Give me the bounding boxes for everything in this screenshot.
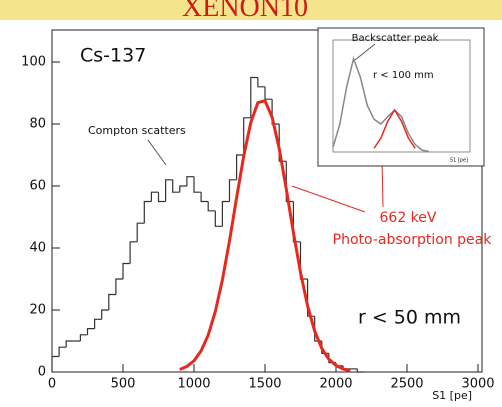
x-tick-label: 0 <box>48 377 56 392</box>
histogram-bin <box>278 124 287 162</box>
x-tick-label: 1500 <box>248 377 281 392</box>
x-axis-label: S1 [pe] <box>432 389 472 402</box>
histogram-bin <box>143 200 152 224</box>
histogram-bin <box>356 368 365 373</box>
arrow <box>354 43 376 61</box>
histogram-bin <box>108 293 116 310</box>
histogram-bin <box>115 278 123 295</box>
histogram-bin <box>200 192 209 203</box>
annotation: Compton scatters <box>88 124 186 137</box>
histogram-bin <box>65 340 74 348</box>
y-tick-label: 60 <box>29 179 46 194</box>
arrow <box>147 139 167 166</box>
histogram-bin <box>136 222 145 242</box>
histogram-bin <box>236 154 244 180</box>
y-tick-label: 0 <box>38 365 46 380</box>
histogram-bin <box>79 334 88 341</box>
histogram-bin <box>101 309 109 320</box>
histogram-bin <box>207 201 216 212</box>
inset-axes <box>332 39 471 153</box>
histogram-bin <box>243 117 251 155</box>
histogram-bin <box>165 179 173 202</box>
series-line <box>373 108 416 149</box>
histogram-bin <box>122 262 131 279</box>
x-tick-label: 500 <box>111 377 136 392</box>
histogram-bin <box>129 241 138 264</box>
header-band <box>0 0 502 20</box>
histogram-bin <box>58 346 67 357</box>
annotation: r < 50 mm <box>358 307 461 329</box>
histogram-bin <box>250 76 258 118</box>
histogram-bin <box>179 185 187 193</box>
annotation: Cs-137 <box>80 45 146 67</box>
header-title: XENON10 <box>182 0 308 23</box>
histogram-bin <box>94 318 102 329</box>
series-line <box>332 56 430 153</box>
fit-curve <box>179 98 351 373</box>
histogram-bin <box>172 179 180 193</box>
histogram-bin <box>186 176 194 186</box>
histogram-bin <box>157 192 166 203</box>
arrow <box>381 159 384 208</box>
inset-x-label: S1 [pe] <box>450 158 468 164</box>
arrow <box>291 185 366 213</box>
annotation: Photo-absorption peak <box>333 232 493 248</box>
annotation: Backscatter peak <box>352 33 439 44</box>
histogram-bin <box>307 279 315 317</box>
annotation: r < 100 mm <box>373 70 434 81</box>
x-tick-label: 2000 <box>319 377 352 392</box>
x-tick-label: 2500 <box>390 377 423 392</box>
histogram-bin <box>257 77 265 88</box>
inset-frame <box>317 27 485 167</box>
y-tick-label: 20 <box>29 303 46 318</box>
histogram-bin <box>193 176 202 193</box>
annotation: 662 keV <box>380 210 437 226</box>
histogram-bin <box>214 210 223 227</box>
histogram-bin <box>228 179 237 202</box>
histogram-bin <box>271 99 280 125</box>
x-tick-label: 1000 <box>177 377 210 392</box>
y-tick-label: 100 <box>21 55 46 70</box>
y-tick-label: 40 <box>29 241 46 256</box>
histogram-bin <box>86 328 95 335</box>
x-tick-label: 3000 <box>461 377 494 392</box>
histogram-bin <box>150 191 159 202</box>
histogram-bin <box>292 201 301 243</box>
histogram-bin <box>221 200 230 227</box>
histogram-bin <box>285 161 294 203</box>
histogram-bin <box>51 355 60 372</box>
y-tick-label: 80 <box>29 117 46 132</box>
